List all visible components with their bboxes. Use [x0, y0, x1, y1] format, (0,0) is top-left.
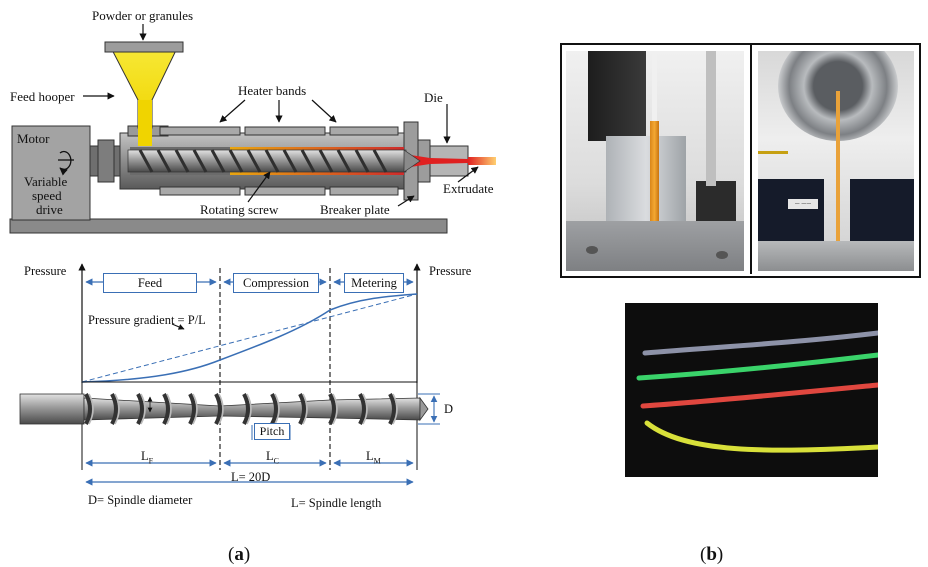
extrudate-stream: [468, 157, 496, 165]
variable-label: Variable: [24, 174, 68, 189]
filament-yellow: [644, 420, 878, 453]
compression-zone-box: Compression: [233, 273, 319, 293]
heater-bands-label: Heater bands: [238, 83, 307, 98]
pressure-right-label: Pressure: [429, 264, 472, 278]
photo-divider: [750, 45, 752, 274]
heater-band-1: [159, 126, 241, 136]
heater-band-3: [329, 126, 399, 136]
die-label: Die: [424, 90, 443, 105]
lm-label: LM: [366, 449, 381, 466]
pitch-box: Pitch: [254, 423, 290, 440]
photo-filaments: [625, 303, 878, 477]
diameter-definition: D= Spindle diameter: [88, 493, 193, 507]
diameter-d-label: D: [444, 402, 454, 416]
total-length-label: L= 20D: [231, 470, 271, 484]
lf-label: LF: [141, 449, 154, 466]
length-definition: L= Spindle length: [291, 496, 382, 510]
filament-red: [640, 382, 878, 409]
rotating-screw-label: Rotating screw: [200, 202, 279, 217]
feed-hooper-label: Feed hooper: [10, 89, 75, 104]
motor-box: [11, 125, 91, 221]
caption-b: (b): [700, 544, 724, 565]
pressure-gradient-label: Pressure gradient = P/L: [88, 313, 206, 327]
drive-label: drive: [36, 202, 63, 217]
motor-label: Motor: [17, 131, 50, 146]
photo-extrusion-right: — ——: [758, 51, 914, 271]
lc-label: LC: [266, 449, 279, 466]
caption-a: (a): [228, 544, 251, 565]
heater-band-2: [244, 126, 326, 136]
feed-zone-box: Feed: [103, 273, 197, 293]
speed-label: speed: [32, 188, 62, 203]
filament-green: [636, 352, 878, 381]
base-plate: [9, 218, 448, 234]
pressure-curve: [81, 293, 418, 383]
filament-gray: [642, 330, 878, 356]
powder-label: Powder or granules: [92, 8, 194, 23]
breaker-plate-label: Breaker plate: [320, 202, 390, 217]
metering-zone-box: Metering: [344, 273, 404, 293]
screw-profile: [19, 393, 429, 425]
pressure-left-label: Pressure: [24, 264, 67, 278]
photo-extrusion-left: [566, 51, 744, 271]
extrudate-label: Extrudate: [443, 181, 494, 196]
pressure-gradient-line: [81, 293, 418, 383]
